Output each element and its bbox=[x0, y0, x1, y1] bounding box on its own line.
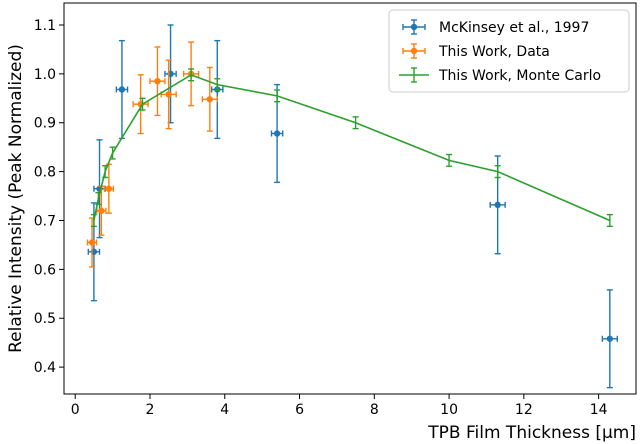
x-tick-label: 10 bbox=[440, 402, 458, 418]
legend-label: McKinsey et al., 1997 bbox=[439, 20, 589, 36]
legend: McKinsey et al., 1997 This Work, Data This… bbox=[388, 9, 630, 93]
legend-entry-2: This Work, Monte Carlo bbox=[399, 67, 601, 84]
y-tick-label: 0.7 bbox=[34, 213, 56, 229]
data-point bbox=[154, 78, 161, 85]
y-tick-label: 0.8 bbox=[34, 165, 56, 181]
y-axis-label: Relative Intensity (Peak Normalized) bbox=[6, 44, 26, 353]
plot-frame bbox=[63, 2, 637, 395]
x-tick-label: 8 bbox=[370, 402, 379, 418]
x-tick-label: 6 bbox=[295, 402, 304, 418]
legend-entry-0: McKinsey et al., 1997 bbox=[402, 19, 589, 36]
y-tick-label: 0.5 bbox=[34, 311, 56, 327]
y-tick-label: 0.6 bbox=[34, 262, 56, 278]
data-point bbox=[165, 91, 172, 98]
legend-box bbox=[388, 9, 630, 93]
x-axis-ticks: 0 2 4 6 8 10 12 14 bbox=[71, 394, 608, 418]
legend-entry-1: This Work, Data bbox=[402, 43, 550, 60]
data-point bbox=[88, 239, 96, 246]
data-point bbox=[494, 201, 501, 209]
data-point bbox=[98, 207, 105, 214]
data-point bbox=[273, 130, 281, 137]
x-tick-label: 14 bbox=[590, 402, 608, 418]
legend-label: This Work, Data bbox=[438, 44, 550, 60]
monte-carlo-line bbox=[93, 73, 611, 222]
x-tick-label: 12 bbox=[515, 402, 533, 418]
x-tick-label: 0 bbox=[71, 402, 80, 418]
y-tick-label: 0.9 bbox=[34, 116, 56, 132]
data-point bbox=[105, 185, 113, 192]
x-tick-label: 4 bbox=[220, 402, 229, 418]
y-tick-label: 0.4 bbox=[34, 360, 56, 376]
series-layer bbox=[86, 24, 619, 389]
y-tick-label: 1.0 bbox=[34, 67, 56, 83]
y-tick-label: 1.1 bbox=[34, 18, 56, 34]
data-point bbox=[206, 96, 214, 103]
data-point bbox=[606, 335, 614, 342]
x-tick-label: 2 bbox=[146, 402, 155, 418]
legend-label: This Work, Monte Carlo bbox=[438, 68, 601, 84]
series-2 bbox=[90, 68, 613, 228]
y-axis-ticks: 0.4 0.5 0.6 0.7 0.8 0.9 1.0 1.1 bbox=[34, 18, 64, 376]
x-axis-label: TPB Film Thickness [μm] bbox=[427, 423, 636, 443]
data-point bbox=[118, 86, 126, 93]
